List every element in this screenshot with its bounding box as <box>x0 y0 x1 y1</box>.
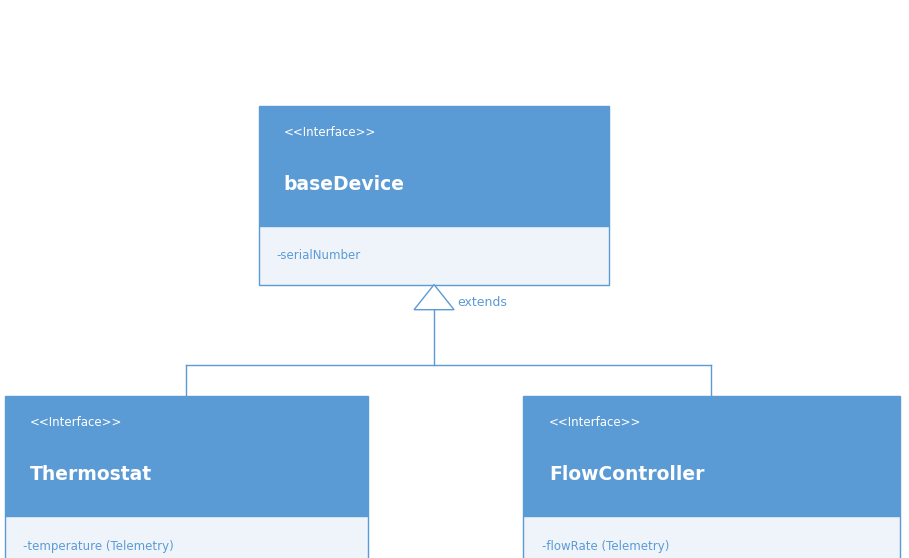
Text: -flowRate (Telemetry): -flowRate (Telemetry) <box>542 540 669 552</box>
Text: <<Interface>>: <<Interface>> <box>284 126 376 139</box>
Text: baseDevice: baseDevice <box>284 175 405 194</box>
Bar <box>259 106 609 226</box>
Bar <box>5 396 368 516</box>
Text: -temperature (Telemetry): -temperature (Telemetry) <box>23 540 174 552</box>
Text: FlowController: FlowController <box>549 465 704 484</box>
Text: Thermostat: Thermostat <box>30 465 152 484</box>
Text: <<Interface>>: <<Interface>> <box>549 416 642 429</box>
Text: <<Interface>>: <<Interface>> <box>30 416 123 429</box>
Polygon shape <box>414 285 454 310</box>
Text: -serialNumber: -serialNumber <box>276 249 361 262</box>
Text: extends: extends <box>456 296 506 309</box>
Bar <box>523 396 900 516</box>
Bar <box>259 226 609 285</box>
Bar <box>523 516 900 558</box>
Bar <box>5 516 368 558</box>
